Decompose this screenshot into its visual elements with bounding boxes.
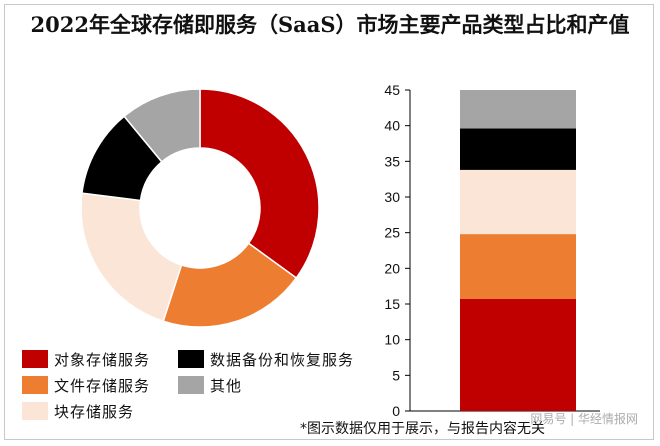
donut-slice [162, 242, 298, 328]
y-tick-label: 40 [384, 118, 400, 134]
legend-swatch [22, 402, 48, 420]
bar-segment [460, 169, 576, 235]
legend-item-object-storage: 对象存储服务 [22, 348, 150, 370]
watermark: 网易号 | 华经情报网 [530, 412, 638, 426]
y-tick-label: 35 [384, 153, 400, 169]
chart-title: 2022年全球存储即服务（SaaS）市场主要产品类型占比和产值 [30, 12, 630, 37]
donut-slice [199, 88, 320, 279]
legend-label: 块存储服务 [54, 402, 135, 421]
legend-swatch [22, 376, 48, 394]
y-tick-label: 5 [392, 367, 400, 383]
legend: 对象存储服务 数据备份和恢复服务 文件存储服务 其他 块存储服务 [22, 346, 402, 426]
y-tick-label: 0 [392, 403, 400, 419]
y-tick-label: 15 [384, 296, 400, 312]
y-tick-label: 45 [384, 82, 400, 98]
bar-segment [460, 234, 576, 300]
legend-item-backup-recovery: 数据备份和恢复服务 [178, 348, 354, 370]
y-tick-label: 10 [384, 332, 400, 348]
donut-slice [123, 88, 201, 163]
legend-item-other: 其他 [178, 374, 242, 396]
legend-label: 文件存储服务 [54, 376, 151, 395]
y-tick-label: 20 [384, 260, 400, 276]
legend-swatch [22, 350, 48, 368]
chart-frame [4, 4, 654, 440]
bar-segment [460, 128, 576, 170]
bar-segment [460, 299, 576, 411]
y-tick-label: 25 [384, 225, 400, 241]
bar-segment [460, 90, 576, 129]
legend-label: 对象存储服务 [54, 350, 151, 369]
legend-label: 其他 [210, 376, 243, 395]
legend-swatch [178, 376, 204, 394]
legend-item-file-storage: 文件存储服务 [22, 374, 150, 396]
footnote: *图示数据仅用于展示，与报告内容无关 [300, 421, 545, 437]
legend-item-block-storage: 块存储服务 [22, 400, 134, 422]
y-tick-label: 30 [384, 189, 400, 205]
donut-slice [80, 192, 183, 323]
legend-label: 数据备份和恢复服务 [210, 350, 355, 369]
legend-swatch [178, 350, 204, 368]
